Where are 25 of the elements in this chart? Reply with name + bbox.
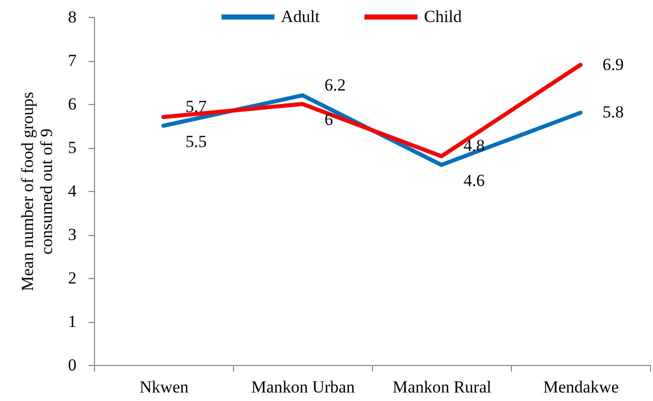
y-tick-label: 2 <box>68 268 76 288</box>
line-series <box>162 62 582 158</box>
data-label: 5.7 <box>186 97 208 116</box>
data-label: 5.8 <box>602 102 624 122</box>
data-label: 6 <box>324 110 333 129</box>
data-label: 6.9 <box>602 54 624 74</box>
data-label: 5.5 <box>186 132 207 151</box>
x-tick-label: Nkwen <box>139 378 190 396</box>
legend-label: Child <box>424 7 462 26</box>
x-tick-label: Mendakwe <box>543 378 619 396</box>
y-tick-label: 8 <box>68 8 76 26</box>
y-tick-label: 1 <box>68 312 76 331</box>
data-label: 6.2 <box>324 75 346 94</box>
y-tick-label: 6 <box>68 94 76 114</box>
x-tick-label: Mankon Rural <box>392 378 492 396</box>
y-tick-label: 5 <box>68 138 76 157</box>
y-tick-label: 3 <box>68 225 76 244</box>
data-label: 4.6 <box>464 170 485 190</box>
y-tick-label: 7 <box>68 51 77 70</box>
y-tick-label: 0 <box>68 356 76 374</box>
x-tick-label: Mankon Urban <box>251 378 356 396</box>
y-tick-label: 4 <box>68 182 77 200</box>
legend-label: Adult <box>281 7 320 26</box>
y-axis-title: Mean number of food groups consumed out of 9 <box>18 92 56 292</box>
data-label: 4.8 <box>464 136 485 156</box>
